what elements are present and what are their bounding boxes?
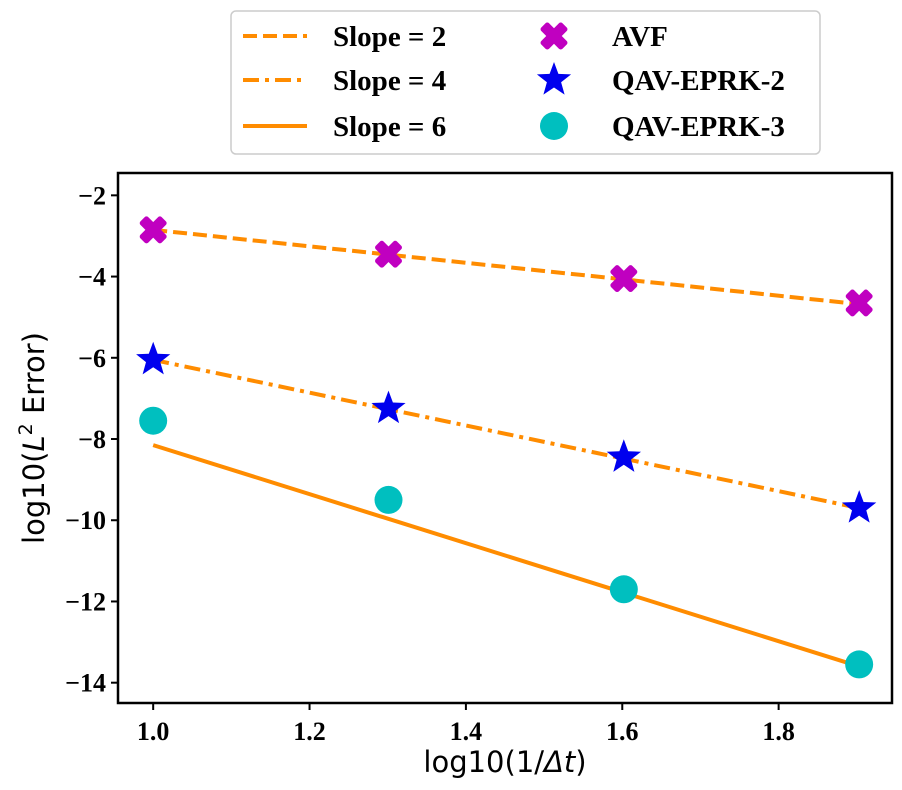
y-axis-label: log10(L2 Error): [15, 332, 51, 544]
axes-frame: [116, 171, 894, 705]
legend-label-series-2: QAV-EPRK-2: [612, 65, 785, 97]
x-tick-label-3: 1.4: [450, 717, 483, 746]
y-tick-label-7: −14: [65, 669, 106, 698]
legend-marker-2: [536, 62, 572, 95]
legend-marker-3: [540, 112, 568, 140]
y-tick-label-1: −2: [78, 181, 106, 210]
series-1-point-1-bar-b: [139, 216, 167, 244]
series-3-point-2: [374, 485, 403, 514]
legend-label-line-2: Slope = 4: [333, 65, 446, 97]
series-3-point-1: [139, 406, 168, 435]
series-1-point-2-bar-b: [375, 240, 402, 268]
series-3-point-3: [609, 575, 638, 604]
y-tick-label-4: −8: [78, 425, 106, 454]
series-1-point-3-bar-b: [610, 265, 638, 293]
legend-box: [230, 10, 821, 155]
series-2-point-1: [136, 341, 171, 375]
axis-ticks: 1.0 1.2 1.4 1.6 1.8 −2 −4 −6 −8 −10 −12 −14: [65, 181, 795, 746]
legend-marker-1: [540, 22, 568, 50]
series-3-point-4: [845, 650, 874, 679]
y-tick-label-6: −12: [65, 587, 106, 616]
legend-label-series-3: QAV-EPRK-3: [612, 111, 785, 143]
x-tick-label-1: 1.0: [137, 717, 170, 746]
y-tick-label-5: −10: [65, 506, 106, 535]
series-1-point-4-bar-b: [845, 289, 873, 317]
legend: Slope = 2 Slope = 4 Slope = 6 AVF QAV-EPRK-2…: [243, 21, 785, 143]
x-tick-label-4: 1.6: [606, 717, 639, 746]
reference-line-3: [152, 443, 860, 669]
x-tick-label-2: 1.2: [293, 717, 326, 746]
series-1-point-2: [375, 240, 402, 268]
x-axis-label: log10(1/Δt): [423, 745, 586, 779]
series-1-point-4: [845, 289, 873, 317]
reference-line-2: [152, 357, 860, 511]
series-2-point-3: [606, 439, 641, 472]
plot-area: [136, 216, 877, 679]
legend-marker-1-bar-b: [540, 22, 568, 50]
legend-label-line-3: Slope = 6: [333, 111, 446, 143]
y-tick-label-2: −4: [78, 263, 106, 292]
reference-line-1: [152, 227, 860, 307]
x-tick-label-5: 1.8: [762, 717, 795, 746]
series-2-point-4: [842, 490, 877, 523]
legend-label-series-1: AVF: [612, 21, 668, 53]
series-1-point-1: [139, 216, 167, 244]
y-tick-label-3: −6: [78, 344, 106, 373]
legend-label-line-1: Slope = 2: [333, 21, 446, 53]
series-1-point-3: [610, 265, 638, 293]
series-2-point-2: [371, 390, 406, 424]
